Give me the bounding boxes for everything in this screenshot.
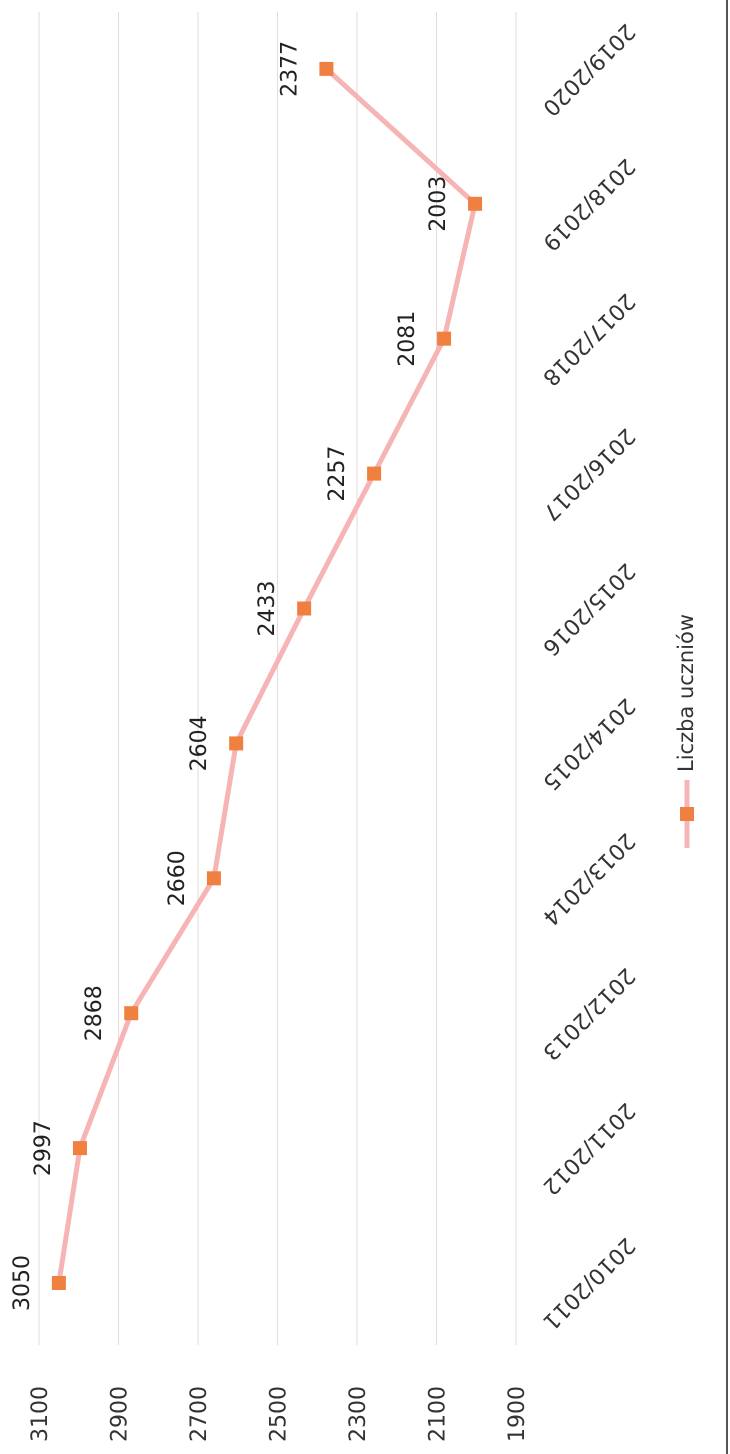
data-label-2010-2011: 3050 — [10, 1255, 35, 1311]
gridlines — [38, 12, 517, 1345]
category-label-2017-2018: 2017/2018 — [537, 288, 639, 390]
series-liczba-uczniow — [51, 61, 483, 1290]
data-point-2012-2013 — [124, 1006, 139, 1021]
series-line — [56, 66, 478, 1286]
value-tick-label-2300: 2300 — [346, 1386, 371, 1442]
data-point-2018-2019 — [468, 196, 483, 211]
value-tick-label-2500: 2500 — [267, 1386, 292, 1442]
data-label-2016-2017: 2257 — [325, 446, 350, 502]
data-label-2018-2019: 2003 — [426, 176, 451, 232]
category-label-2011-2012: 2011/2012 — [537, 1097, 639, 1199]
data-label-2013-2014: 2660 — [165, 850, 190, 906]
data-label-2012-2013: 2868 — [82, 985, 107, 1041]
value-tick-label-1900: 1900 — [505, 1386, 530, 1442]
data-point-2011-2012 — [72, 1141, 87, 1156]
category-label-2013-2014: 2013/2014 — [537, 828, 639, 930]
category-label-2019-2020: 2019/2020 — [537, 18, 639, 120]
data-label-2017-2018: 2081 — [395, 311, 420, 367]
category-label-2010-2011: 2010/2011 — [537, 1232, 639, 1334]
data-point-2017-2018 — [437, 331, 452, 346]
data-point-2010-2011 — [51, 1276, 66, 1290]
data-point-2019-2020 — [319, 61, 334, 76]
legend: Liczba uczniów — [674, 614, 698, 848]
value-tick-label-2100: 2100 — [426, 1386, 451, 1442]
data-labels: 3050 2997 2868 2660 2604 2433 2257 2081 2003 2377 — [10, 41, 451, 1311]
value-tick-label-2900: 2900 — [108, 1386, 133, 1442]
category-label-2015-2016: 2015/2016 — [537, 558, 639, 660]
category-label-2014-2015: 2014/2015 — [537, 693, 639, 795]
category-label-2018-2019: 2018/2019 — [537, 153, 639, 255]
value-tick-label-3100: 3100 — [28, 1386, 53, 1442]
data-label-2015-2016: 2433 — [255, 581, 280, 637]
data-label-2019-2020: 2377 — [277, 41, 302, 97]
data-point-2014-2015 — [229, 736, 244, 751]
value-tick-label-2700: 2700 — [187, 1386, 212, 1442]
data-point-2015-2016 — [297, 601, 312, 616]
legend-marker — [680, 807, 694, 821]
data-point-2013-2014 — [206, 871, 221, 886]
category-label-2016-2017: 2016/2017 — [537, 423, 639, 525]
value-axis: 1900 2100 2300 2500 2700 2900 3100 — [28, 1386, 530, 1442]
legend-label: Liczba uczniów — [674, 614, 698, 772]
category-axis: 2010/2011 2011/2012 2012/2013 2013/2014 2014… — [537, 18, 639, 1334]
data-label-2014-2015: 2604 — [187, 715, 212, 771]
data-label-2011-2012: 2997 — [31, 1120, 56, 1176]
data-point-2016-2017 — [367, 466, 382, 481]
category-label-2012-2013: 2012/2013 — [537, 963, 639, 1065]
